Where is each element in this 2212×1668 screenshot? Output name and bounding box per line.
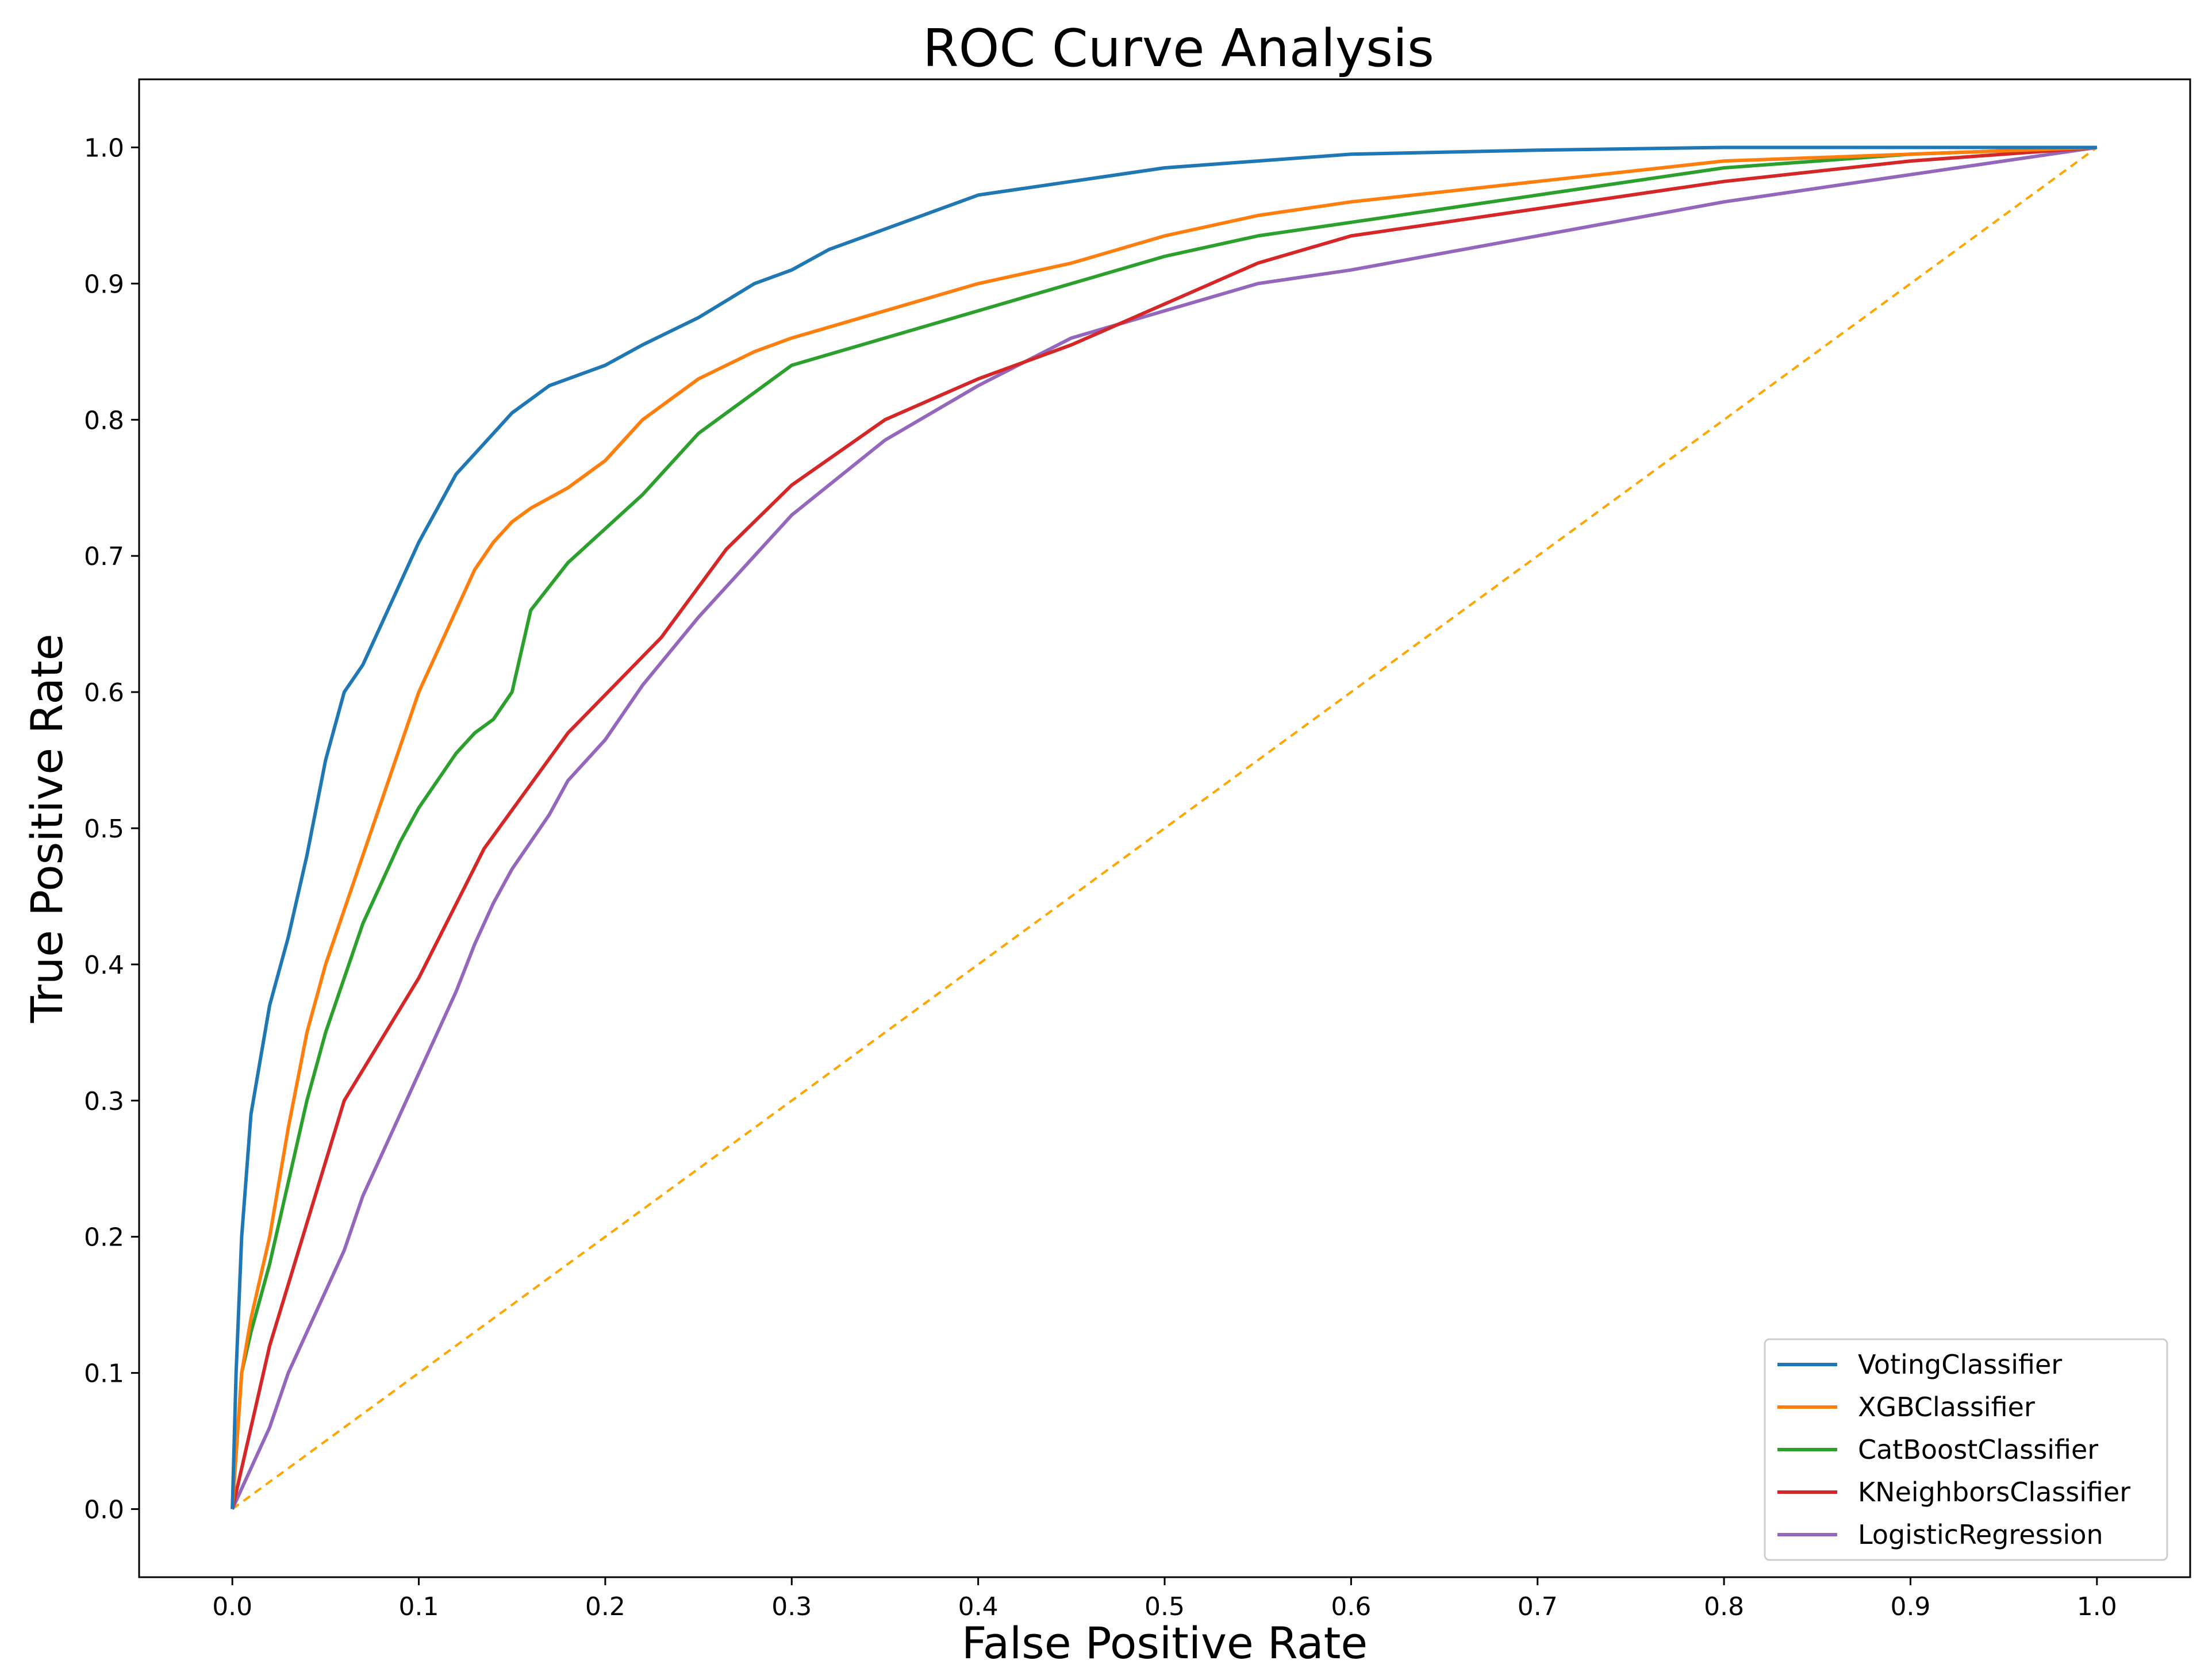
x-tick-label: 0.7 <box>1518 1592 1558 1621</box>
x-tick-label: 0.4 <box>958 1592 999 1621</box>
legend-label-logisticregression: LogisticRegression <box>1858 1519 2103 1550</box>
x-tick-label: 0.6 <box>1331 1592 1371 1621</box>
x-axis-title: False Positive Rate <box>962 1617 1368 1668</box>
series-line-xgbclassifier <box>231 145 2097 1509</box>
legend-label-votingclassifier: VotingClassifier <box>1858 1349 2062 1380</box>
y-tick-label: 0.2 <box>84 1223 124 1252</box>
legend-label-catboostclassifier: CatBoostClassifier <box>1858 1434 2098 1465</box>
x-tick-label: 0.9 <box>1890 1592 1930 1621</box>
series-line-catboostclassifier <box>231 145 2097 1509</box>
x-tick-label: 0.8 <box>1704 1592 1744 1621</box>
y-tick-label: 1.0 <box>84 133 124 163</box>
x-tick-label: 0.3 <box>771 1592 812 1621</box>
y-tick-label: 0.6 <box>84 678 124 708</box>
y-tick-label: 0.9 <box>84 270 124 299</box>
plot-series <box>231 145 2098 1511</box>
x-tick-label: 0.1 <box>399 1592 439 1621</box>
legend: VotingClassifier XGBClassifier CatBoostCla… <box>1764 1338 2168 1561</box>
legend-items: VotingClassifier XGBClassifier CatBoostCla… <box>1777 1349 2130 1550</box>
y-tick-label: 0.0 <box>84 1496 124 1525</box>
y-axis-ticks: 0.0 0.1 0.2 0.3 0.4 0.5 0.6 0.7 0.8 0.9 1.0 <box>84 133 139 1525</box>
series-line-kneighborsclassifier <box>231 145 2098 1510</box>
y-tick-label: 0.3 <box>84 1087 124 1116</box>
y-tick-label: 0.7 <box>84 542 124 571</box>
x-axis-ticks: 0.0 0.1 0.2 0.3 0.4 0.5 0.6 0.7 0.8 0.9 1.0 <box>212 1577 2117 1621</box>
x-tick-label: 0.2 <box>585 1592 625 1621</box>
y-tick-label: 0.8 <box>84 406 124 435</box>
legend-box <box>1764 1338 2168 1561</box>
x-tick-label: 0.5 <box>1145 1592 1185 1621</box>
legend-label-xgbclassifier: XGBClassifier <box>1858 1392 2035 1423</box>
x-tick-label: 0.0 <box>212 1592 252 1621</box>
legend-label-kneighborsclassifier: KNeighborsClassifier <box>1858 1477 2130 1508</box>
series-line-reference <box>232 146 2098 1511</box>
x-tick-label: 1.0 <box>2077 1592 2117 1621</box>
series-line-logisticregression <box>231 145 2098 1510</box>
y-tick-label: 0.4 <box>84 951 124 980</box>
series-line-votingclassifier <box>231 145 2097 1509</box>
chart-title: ROC Curve Analysis <box>923 18 1434 79</box>
y-tick-label: 0.5 <box>84 814 124 844</box>
y-axis-title: True Positive Rate <box>21 634 72 1024</box>
y-tick-label: 0.1 <box>84 1359 124 1389</box>
